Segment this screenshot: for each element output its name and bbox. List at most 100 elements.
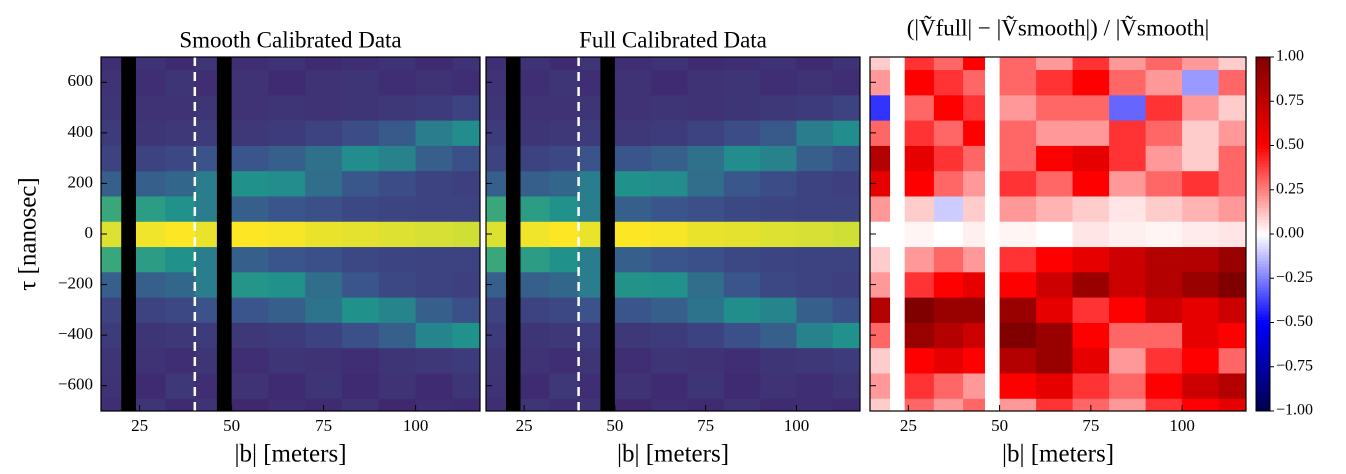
colorbar-slice	[1256, 192, 1270, 197]
cell	[165, 196, 196, 222]
flagged-cell	[890, 170, 906, 197]
flagged-cell	[505, 347, 521, 374]
flagged-cell	[121, 347, 137, 374]
flagged-cell	[600, 196, 616, 222]
colorbar-slice	[1256, 325, 1270, 329]
cell	[135, 145, 166, 172]
colorbar-slice	[1256, 74, 1270, 79]
cell	[723, 221, 761, 248]
cell	[614, 120, 652, 146]
cell	[614, 170, 652, 197]
y-tick-label: −600	[58, 375, 93, 394]
cell	[578, 271, 601, 298]
cell	[549, 297, 579, 323]
cell	[933, 297, 964, 323]
cell	[1182, 246, 1220, 273]
cell	[486, 347, 507, 374]
cell	[1145, 246, 1183, 273]
colorbar-slice	[1256, 98, 1270, 102]
cell	[904, 69, 935, 96]
cell	[231, 398, 269, 412]
cell	[1218, 246, 1247, 273]
cell	[452, 94, 481, 121]
colorbar-slice	[1256, 231, 1270, 235]
colorbar-slice	[1256, 65, 1270, 70]
cell	[933, 347, 964, 374]
cell	[378, 69, 417, 96]
cell	[135, 297, 166, 323]
cell	[651, 120, 688, 146]
y-tick-label: −400	[58, 324, 93, 343]
cell	[486, 69, 507, 96]
cell	[520, 347, 550, 374]
cell	[305, 57, 343, 71]
colorbar-slice	[1256, 369, 1270, 374]
cell	[760, 57, 797, 71]
cell	[305, 145, 343, 172]
cell	[1218, 57, 1247, 71]
cell	[578, 221, 601, 248]
cell	[231, 322, 269, 349]
cell	[760, 373, 797, 399]
cell	[1182, 322, 1220, 349]
colorbar-slice	[1256, 254, 1270, 259]
flagged-cell	[890, 271, 906, 298]
flagged-cell	[984, 347, 1000, 374]
colorbar-slice	[1256, 313, 1270, 318]
flagged-cell	[984, 271, 1000, 298]
cell	[194, 373, 218, 399]
cell	[1218, 94, 1247, 121]
cell	[486, 120, 507, 146]
flagged-cell	[984, 196, 1000, 222]
cell	[904, 196, 935, 222]
cell	[999, 246, 1037, 273]
cell	[904, 145, 935, 172]
colorbar-slice	[1256, 145, 1270, 149]
flagged-cell	[984, 373, 1000, 399]
colorbar-slice	[1256, 139, 1270, 144]
x-tick-label: 75	[1082, 416, 1099, 435]
cell	[687, 196, 725, 222]
flagged-cell	[216, 170, 233, 197]
colorbar-tick-label: −0.50	[1276, 313, 1313, 330]
cell	[687, 373, 725, 399]
flagged-cell	[890, 145, 906, 172]
cell	[870, 145, 891, 172]
colorbar-slice	[1256, 107, 1270, 111]
flagged-cell	[216, 57, 233, 71]
cell	[1036, 94, 1074, 121]
colorbar-slice	[1256, 180, 1270, 185]
cell	[101, 297, 122, 323]
cell	[796, 69, 834, 96]
cell	[1036, 57, 1074, 71]
cell	[832, 322, 861, 349]
cell	[486, 271, 507, 298]
cell	[999, 347, 1037, 374]
y-axis-label: τ [nanosec]	[15, 177, 42, 290]
cell	[1109, 398, 1147, 412]
cell	[549, 120, 579, 146]
cell	[231, 196, 269, 222]
flagged-cell	[216, 196, 233, 222]
cell	[1109, 170, 1147, 197]
cell	[135, 57, 166, 71]
cell	[452, 170, 481, 197]
cell	[415, 373, 453, 399]
cell	[614, 271, 652, 298]
cell	[651, 322, 688, 349]
cell	[1218, 347, 1247, 374]
cell	[904, 94, 935, 121]
cell	[1036, 398, 1074, 412]
cell	[520, 246, 550, 273]
cell	[723, 398, 761, 412]
colorbar-slice	[1256, 86, 1270, 90]
flagged-cell	[984, 221, 1000, 248]
cell	[165, 57, 196, 71]
cell	[452, 373, 481, 399]
cell	[796, 246, 834, 273]
cell	[520, 221, 550, 248]
chart-title: Smooth Calibrated Data	[179, 27, 401, 52]
cell	[687, 246, 725, 273]
cell	[378, 221, 417, 248]
cell	[1036, 246, 1074, 273]
